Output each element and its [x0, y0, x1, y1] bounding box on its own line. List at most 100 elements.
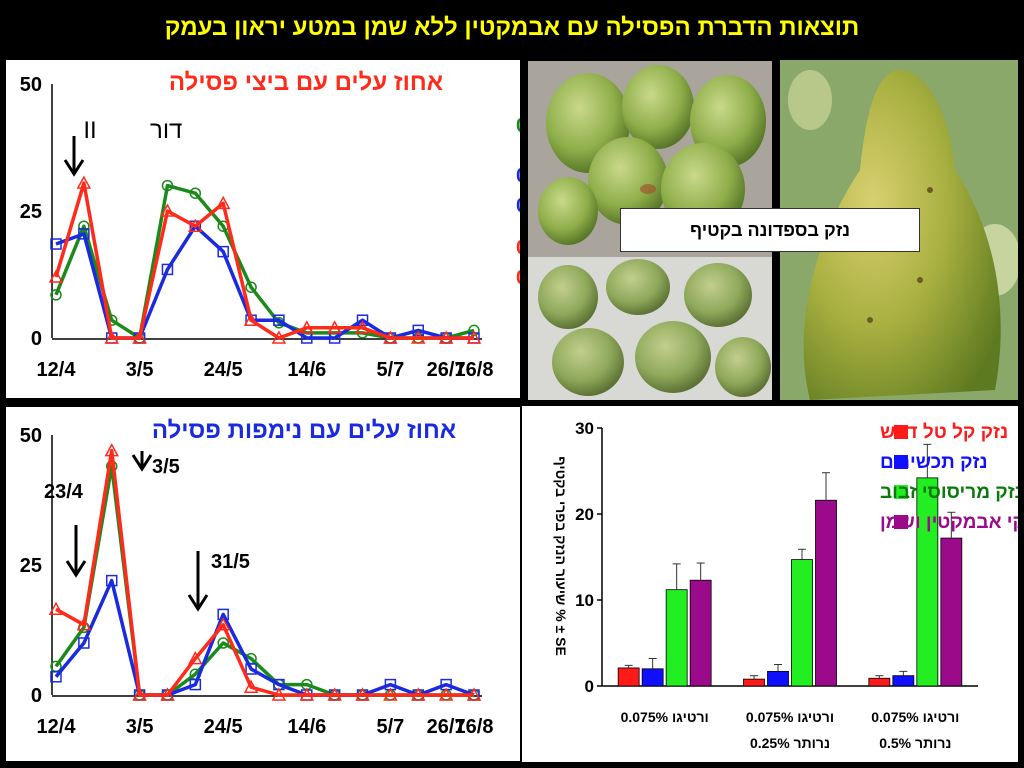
group-label: נרותר 0.25% — [750, 735, 830, 751]
chart-fruit-damage: 0 10 20 30 שיעור הנזק בפרי בקטיף % ± SE ורטיג… — [553, 419, 1018, 751]
data-point-triangle — [215, 617, 231, 631]
group-label: ורטיגו 0.075% — [871, 709, 959, 725]
chart-nymphs: 0 25 50 12/4 3/5 24/5 14/6 5/7 26/716/8 אחוז עלים… — [20, 417, 494, 738]
bar — [617, 667, 640, 687]
bar — [689, 579, 712, 687]
group-label: ורטיגו 0.075% — [621, 709, 709, 725]
data-point-square — [217, 245, 229, 258]
data-point-triangle — [48, 601, 64, 615]
legend-label: רומקטין 0.075% — [516, 165, 520, 187]
y-tick-label: 20 — [575, 505, 594, 524]
y-tick-label: 50 — [20, 425, 42, 447]
data-point-square — [78, 637, 90, 649]
legend-label: נזק מריסוסי זבוב — [880, 482, 1018, 503]
data-point-triangle — [243, 679, 259, 693]
legend-swatch — [894, 455, 908, 469]
data-point-triangle — [466, 330, 482, 344]
data-point-square — [105, 574, 118, 587]
series-line-0 — [54, 183, 475, 340]
data-point-triangle — [188, 218, 203, 232]
data-point-square — [78, 228, 90, 240]
data-point-triangle — [160, 203, 175, 217]
data-point-triangle — [271, 687, 287, 701]
generation-arrow-head — [63, 159, 85, 177]
data-point-triangle — [327, 320, 342, 334]
data-point-triangle — [438, 330, 454, 344]
slide-title: תוצאות הדברת הפסילה עם אבמקטין ללא שמן ב… — [164, 14, 860, 41]
bar — [916, 477, 939, 687]
legend-swatch — [894, 425, 908, 439]
legend-label: אולטרפיין 0.5% — [516, 267, 520, 289]
legend-label: נזקי אבמקטין ושמן — [880, 512, 1018, 533]
x-tick-label: 16/8 — [455, 716, 494, 738]
x-tick-label: 26/7 — [427, 716, 466, 738]
x-tick-label: 3/5 — [126, 359, 154, 381]
legend-label: רומקטין 0.075% — [516, 115, 520, 137]
x-tick-label: 5/7 — [376, 359, 404, 381]
date-arrow-head — [65, 560, 87, 578]
data-point-square — [189, 678, 202, 691]
data-point-circle — [78, 220, 90, 232]
data-point-triangle — [411, 330, 426, 344]
series-line-1 — [55, 224, 474, 340]
data-point-triangle — [132, 330, 147, 344]
chart-title: אחוז עלים עם נימפות פסילה — [152, 417, 456, 444]
data-point-triangle — [355, 687, 370, 701]
x-tick-label: 12/4 — [37, 359, 77, 381]
data-point-square — [412, 324, 425, 337]
chart-panel-damage: 0 10 20 30 שיעור הנזק בפרי בקטיף % ± SE ורטיג… — [522, 406, 1018, 762]
data-point-triangle — [76, 175, 92, 189]
series-line-2 — [55, 448, 474, 697]
data-point-triangle — [215, 195, 231, 210]
photo-caption: נזק בספדונה בקטיף — [620, 208, 920, 252]
data-point-square — [50, 238, 62, 250]
data-point-triangle — [76, 617, 92, 631]
x-tick-label: 24/5 — [204, 716, 243, 738]
bar — [940, 537, 963, 687]
y-tick-label: 25 — [20, 201, 42, 223]
data-point-triangle — [411, 687, 426, 701]
y-axis-label: שיעור הנזק בפרי בקטיף % ± SE — [553, 456, 569, 656]
bar — [743, 678, 765, 687]
chart-title: אחוז עלים עם ביצי פסילה — [169, 69, 443, 96]
y-tick-label: 0 — [585, 677, 594, 696]
bar — [665, 589, 688, 687]
chart-panel-nymphs: 0 25 50 12/4 3/5 24/5 14/6 5/7 26/7 16/8 אחוז עלים… — [6, 407, 520, 761]
x-tick-label: 16/8 — [455, 359, 494, 381]
data-point-triangle — [104, 330, 119, 344]
x-tick-label: 12/4 — [37, 716, 77, 738]
arrow-date-label: 3/5 — [152, 456, 180, 478]
arrow-date-label: 23/4 — [44, 481, 84, 503]
series-line-1 — [54, 578, 475, 697]
data-point-circle — [189, 187, 202, 199]
data-point-triangle — [438, 687, 454, 701]
bar — [815, 499, 837, 687]
arrow-date-label: 31/5 — [211, 551, 250, 573]
bar — [791, 559, 813, 687]
x-tick-label: 26/7 — [427, 359, 466, 381]
data-point-triangle — [243, 312, 259, 326]
bar — [767, 670, 789, 687]
data-point-triangle — [299, 320, 315, 334]
legend-label: נזק קל טל דבש — [880, 422, 1008, 443]
data-point-triangle — [466, 687, 482, 701]
legend-label: רומקטין 0.075% — [516, 237, 520, 259]
legend-swatch — [894, 515, 908, 529]
data-point-triangle — [48, 269, 64, 283]
y-tick-label: 50 — [20, 74, 42, 96]
x-tick-label: 14/6 — [287, 716, 326, 738]
y-tick-label: 25 — [20, 555, 42, 577]
data-point-square — [245, 663, 257, 675]
y-tick-label: 30 — [575, 419, 594, 438]
y-tick-label: 10 — [575, 591, 594, 610]
bar — [868, 677, 891, 687]
series-line-2 — [54, 181, 474, 340]
data-point-triangle — [299, 687, 315, 701]
data-point-square — [50, 671, 62, 683]
date-arrow-head — [131, 454, 153, 472]
pear-photo-group — [528, 257, 772, 400]
data-point-triangle — [160, 687, 175, 701]
data-point-triangle — [271, 330, 287, 344]
data-point-triangle — [327, 687, 342, 701]
y-tick-label: 0 — [31, 328, 42, 350]
